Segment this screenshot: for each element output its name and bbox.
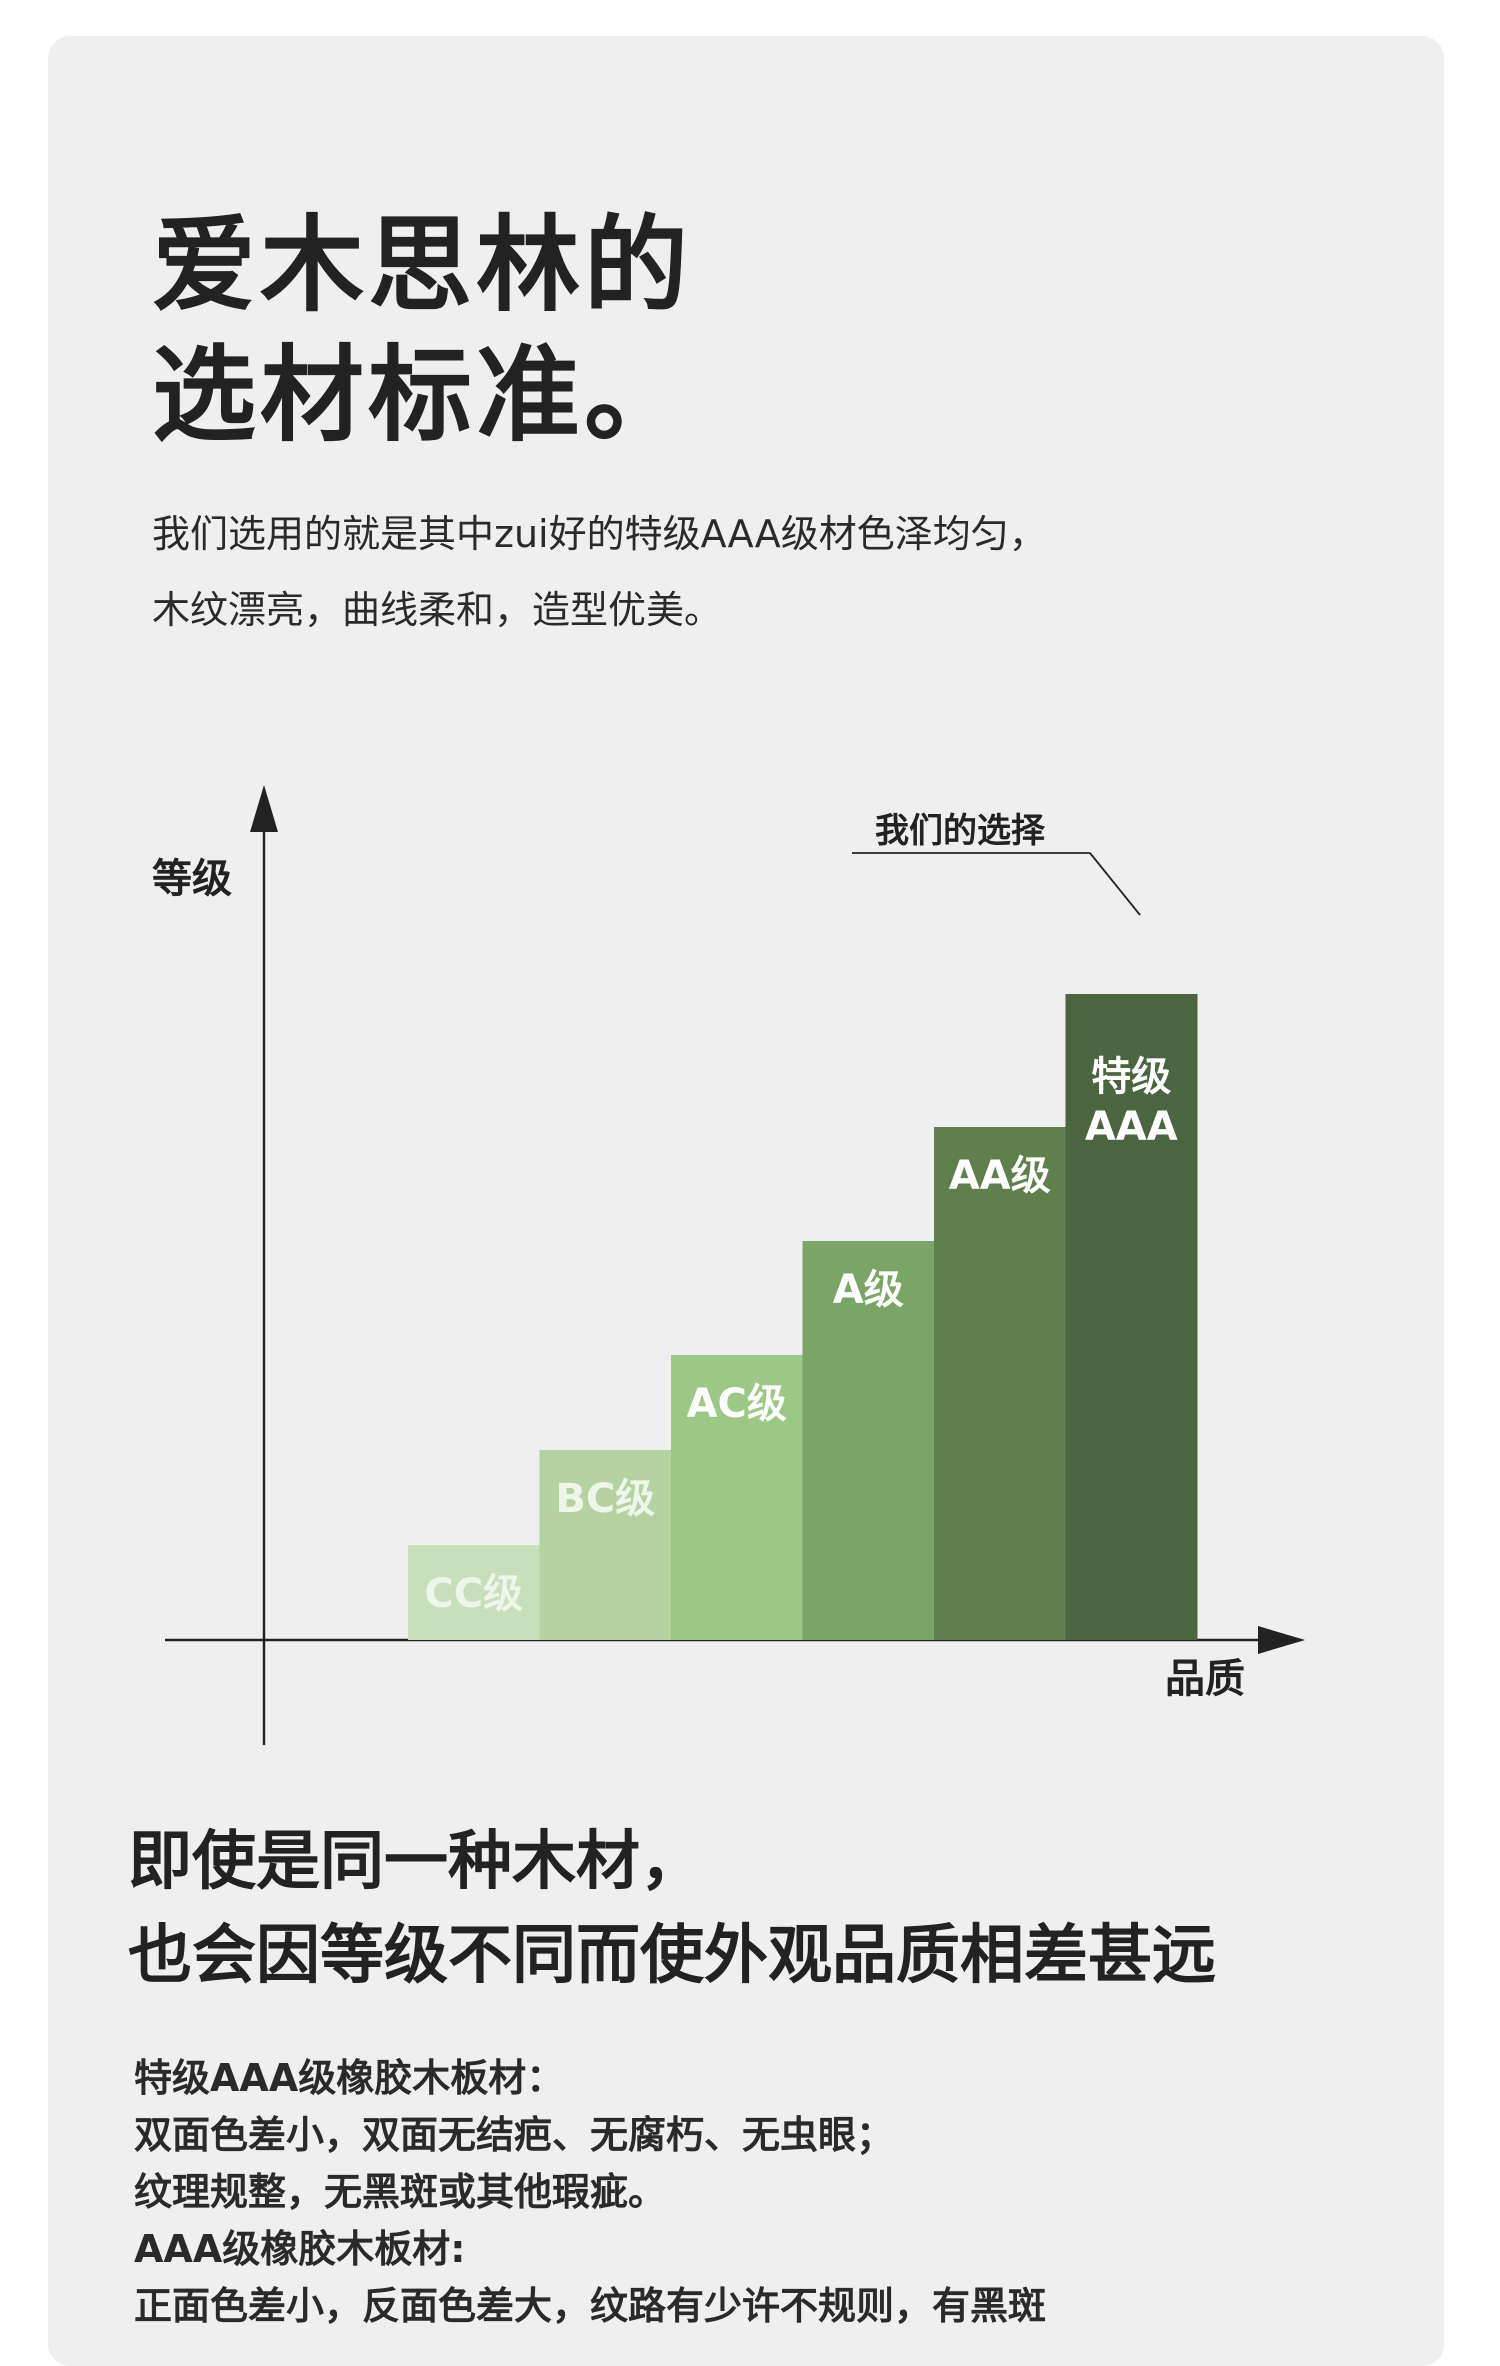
section-heading-line-1: 即使是同一种木材，	[128, 1825, 704, 1899]
intro-line-1: 我们选用的就是其中zui好的特级AAA级材色泽均匀，	[152, 512, 1047, 556]
title-line-2: 选材标准。	[152, 334, 693, 456]
bar-label-6-1: 特级	[1091, 1054, 1171, 1100]
x-axis-label: 品质	[1165, 1656, 1245, 1702]
y-axis-label: 等级	[152, 856, 232, 902]
content-card	[48, 36, 1444, 2366]
bar-5	[934, 1127, 1066, 1640]
bar-group: CC级 BC级 AC级 A级 AA级 特级AAA	[408, 994, 1198, 1640]
title-line-1: 爱木思林的	[152, 204, 693, 326]
bar-3	[671, 1355, 803, 1640]
notes-line-4: AAA级橡胶木板材:	[134, 2227, 466, 2271]
notes-line-5: 正面色差小，反面色差大，纹路有少许不规则，有黑斑	[134, 2284, 1047, 2328]
page-title: 爱木思林的 选材标准。	[152, 200, 692, 460]
bar-label-1: CC级	[424, 1571, 523, 1617]
bar-label-6-2: AAA	[1085, 1104, 1178, 1150]
x-axis-arrow-icon	[1258, 1626, 1305, 1654]
notes-line-1: 特级AAA级橡胶木板材：	[134, 2056, 565, 2100]
grade-notes: 特级AAA级橡胶木板材： 双面色差小，双面无结疤、无腐朽、无虫眼； 纹理规整，无…	[134, 2050, 1046, 2335]
intro-line-2: 木纹漂亮，曲线柔和，造型优美。	[152, 588, 723, 632]
bar-2	[539, 1450, 672, 1640]
bar-label-4: A级	[833, 1267, 904, 1313]
notes-line-3: 纹理规整，无黑斑或其他瑕疵。	[134, 2170, 667, 2214]
intro-text: 我们选用的就是其中zui好的特级AAA级材色泽均匀， 木纹漂亮，曲线柔和，造型优…	[152, 496, 1047, 648]
grade-chart: 等级 品质 CC级 BC级 AC级 A级 AA级 特级AAA 我们的选择	[152, 785, 1305, 1745]
bar-6	[1065, 994, 1198, 1640]
bar-label-3: AC级	[687, 1381, 787, 1427]
bar-label-5: AA级	[949, 1153, 1051, 1199]
y-axis-arrow-icon	[250, 785, 278, 832]
section-heading-line-2: 也会因等级不同而使外观品质相差甚远	[128, 1919, 1216, 1993]
bar-4	[802, 1241, 935, 1640]
annotation-label: 我们的选择	[875, 811, 1046, 851]
notes-line-2: 双面色差小，双面无结疤、无腐朽、无虫眼；	[134, 2113, 895, 2157]
section-heading: 即使是同一种木材， 也会因等级不同而使外观品质相差甚远	[128, 1815, 1216, 2003]
bar-1	[408, 1545, 540, 1640]
annotation-leader-line	[1089, 852, 1141, 916]
bar-label-2: BC级	[555, 1476, 655, 1522]
